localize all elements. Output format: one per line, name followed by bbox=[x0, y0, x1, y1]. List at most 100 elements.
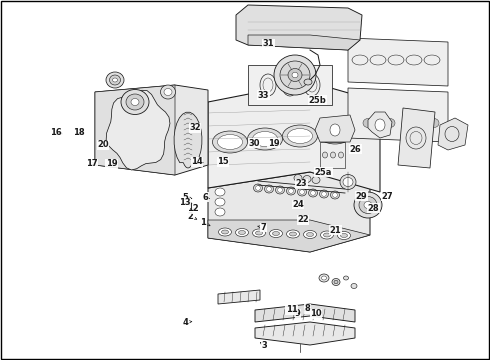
Ellipse shape bbox=[341, 234, 347, 238]
Ellipse shape bbox=[292, 72, 298, 78]
Ellipse shape bbox=[161, 85, 175, 99]
Text: 7: 7 bbox=[258, 223, 267, 232]
Polygon shape bbox=[95, 85, 208, 175]
Polygon shape bbox=[95, 85, 175, 175]
Ellipse shape bbox=[330, 191, 340, 199]
Ellipse shape bbox=[311, 191, 316, 195]
Ellipse shape bbox=[288, 68, 302, 81]
Text: 22: 22 bbox=[297, 215, 309, 224]
Ellipse shape bbox=[221, 230, 228, 234]
Text: 12: 12 bbox=[187, 204, 198, 213]
Text: 8: 8 bbox=[304, 305, 311, 313]
Text: 28: 28 bbox=[368, 204, 379, 212]
Ellipse shape bbox=[338, 231, 350, 239]
Ellipse shape bbox=[194, 156, 202, 164]
Polygon shape bbox=[218, 290, 260, 304]
Ellipse shape bbox=[236, 229, 248, 237]
Ellipse shape bbox=[239, 230, 245, 234]
Text: 21: 21 bbox=[330, 226, 342, 235]
Ellipse shape bbox=[267, 187, 271, 191]
Ellipse shape bbox=[270, 230, 283, 238]
Text: 23: 23 bbox=[295, 179, 307, 188]
Polygon shape bbox=[398, 108, 435, 168]
Polygon shape bbox=[255, 304, 355, 322]
Ellipse shape bbox=[247, 128, 283, 150]
Ellipse shape bbox=[215, 208, 225, 216]
Polygon shape bbox=[438, 118, 468, 150]
Ellipse shape bbox=[215, 188, 225, 196]
Ellipse shape bbox=[321, 192, 326, 196]
Ellipse shape bbox=[330, 124, 340, 136]
Ellipse shape bbox=[364, 202, 372, 208]
Text: 6: 6 bbox=[203, 193, 209, 202]
Ellipse shape bbox=[252, 229, 266, 237]
Ellipse shape bbox=[343, 177, 353, 186]
Ellipse shape bbox=[131, 99, 139, 105]
Text: 17: 17 bbox=[86, 159, 98, 168]
Ellipse shape bbox=[297, 188, 307, 196]
Polygon shape bbox=[208, 220, 370, 252]
Ellipse shape bbox=[218, 135, 243, 149]
Text: 25a: 25a bbox=[315, 168, 332, 177]
Text: 3: 3 bbox=[260, 341, 268, 350]
Ellipse shape bbox=[288, 129, 313, 144]
Ellipse shape bbox=[113, 78, 118, 82]
Ellipse shape bbox=[340, 175, 356, 189]
Ellipse shape bbox=[343, 276, 348, 280]
Ellipse shape bbox=[351, 284, 357, 288]
Text: 4: 4 bbox=[182, 318, 192, 327]
Polygon shape bbox=[236, 5, 362, 50]
Ellipse shape bbox=[407, 118, 417, 127]
Ellipse shape bbox=[196, 158, 200, 162]
Ellipse shape bbox=[126, 94, 144, 110]
Ellipse shape bbox=[322, 152, 327, 158]
Ellipse shape bbox=[272, 231, 279, 235]
Ellipse shape bbox=[299, 190, 304, 194]
FancyBboxPatch shape bbox=[359, 107, 375, 134]
Polygon shape bbox=[248, 35, 360, 50]
Ellipse shape bbox=[339, 152, 343, 158]
Ellipse shape bbox=[287, 187, 295, 195]
Ellipse shape bbox=[255, 231, 263, 235]
Ellipse shape bbox=[354, 192, 382, 218]
Ellipse shape bbox=[287, 230, 299, 238]
Ellipse shape bbox=[213, 131, 247, 153]
Ellipse shape bbox=[309, 189, 318, 197]
Ellipse shape bbox=[294, 175, 302, 181]
Text: 27: 27 bbox=[381, 192, 393, 201]
Ellipse shape bbox=[274, 55, 316, 95]
Ellipse shape bbox=[280, 61, 310, 89]
Ellipse shape bbox=[265, 185, 273, 193]
Ellipse shape bbox=[319, 190, 328, 198]
Ellipse shape bbox=[321, 276, 326, 280]
Text: 15: 15 bbox=[217, 158, 229, 166]
Text: 25b: 25b bbox=[309, 96, 326, 105]
Text: 13: 13 bbox=[179, 198, 192, 207]
Polygon shape bbox=[208, 82, 380, 192]
Polygon shape bbox=[348, 88, 448, 142]
FancyBboxPatch shape bbox=[381, 107, 397, 134]
Ellipse shape bbox=[283, 125, 318, 147]
Text: 9: 9 bbox=[295, 310, 301, 319]
Text: 5: 5 bbox=[182, 193, 192, 202]
Ellipse shape bbox=[385, 118, 395, 127]
Ellipse shape bbox=[333, 193, 338, 197]
Text: 11: 11 bbox=[286, 305, 297, 314]
Text: 31: 31 bbox=[263, 40, 274, 49]
Text: 33: 33 bbox=[258, 91, 270, 100]
Ellipse shape bbox=[215, 198, 225, 206]
Ellipse shape bbox=[253, 184, 263, 192]
Ellipse shape bbox=[359, 197, 377, 213]
Polygon shape bbox=[255, 322, 355, 345]
Text: 16: 16 bbox=[50, 128, 63, 137]
Ellipse shape bbox=[275, 186, 285, 194]
Text: 29: 29 bbox=[356, 192, 368, 201]
Text: 20: 20 bbox=[97, 140, 109, 149]
Polygon shape bbox=[315, 115, 355, 142]
Ellipse shape bbox=[323, 233, 330, 237]
Ellipse shape bbox=[252, 131, 277, 147]
Ellipse shape bbox=[429, 118, 439, 127]
Ellipse shape bbox=[334, 280, 338, 284]
Polygon shape bbox=[348, 38, 448, 86]
Text: 30: 30 bbox=[248, 139, 260, 148]
